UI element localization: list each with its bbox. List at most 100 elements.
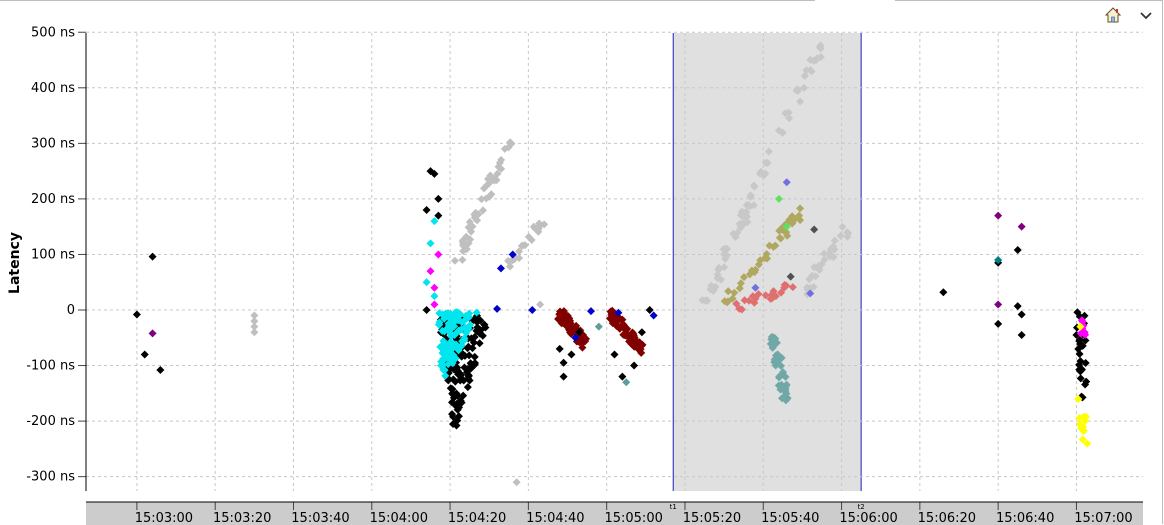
data-point [449,375,458,384]
data-point [645,306,654,314]
data-point [830,236,839,245]
data-point [634,345,643,354]
data-point [461,312,470,321]
data-point [838,222,847,231]
data-point [478,331,487,340]
data-point [1017,330,1026,339]
data-point [1074,395,1083,404]
data-point [453,405,462,414]
data-point [796,216,805,225]
data-point [507,139,516,148]
data-point [1081,358,1090,367]
data-point [578,343,587,352]
data-point [614,308,623,317]
y-tick-label: -300 ns [26,470,75,485]
data-point [500,144,509,153]
data-point [749,201,758,210]
data-point [567,350,576,359]
x-tick-label: 15:03:00 [135,511,193,525]
data-point [751,265,760,274]
x-tick-label: 15:03:20 [213,511,271,525]
data-point [460,363,469,372]
data-point [756,256,765,265]
data-point [1075,336,1084,345]
data-point [792,86,801,95]
data-point [1017,310,1026,319]
data-point [444,339,453,348]
data-point [483,174,492,183]
data-point [796,97,805,106]
data-point [761,169,770,178]
data-point [736,211,745,220]
data-point [814,264,823,273]
y-axis-label: Latency [7,232,23,294]
view-menu-button[interactable] [1138,8,1154,22]
time-selection[interactable]: t1 t2 [670,33,865,511]
y-tick-label: 100 ns [31,247,75,262]
data-point [820,249,829,258]
x-tick-label: 15:04:20 [448,511,506,525]
data-point [555,344,564,353]
data-point [775,233,784,242]
data-point [720,297,729,306]
data-point [1083,439,1092,448]
data-point [450,256,459,265]
data-point [465,218,474,227]
time-axis-band[interactable] [86,502,1143,525]
selection-handle-label: t1 [670,503,677,511]
data-point [1013,302,1022,311]
data-point [782,380,791,389]
data-point [994,256,1003,265]
data-point [504,256,513,265]
data-point [467,334,476,343]
data-point [735,284,744,293]
grid-lines [86,31,1143,491]
data-point [637,328,646,337]
data-point [512,478,521,487]
data-point [459,391,468,400]
data-point [473,318,482,327]
data-point [435,318,444,327]
data-point [768,293,777,302]
x-tick-label: 15:07:00 [1074,511,1132,525]
data-point [809,283,818,292]
data-point [785,114,794,123]
data-point [426,239,435,248]
data-point [733,228,742,237]
data-point [250,317,259,326]
x-tick-label: 15:06:00 [839,511,897,525]
data-point [770,358,779,367]
data-point [448,359,457,368]
data-point [1082,377,1091,386]
data-point [466,222,475,231]
y-tick-label: 200 ns [31,192,75,207]
data-point [724,287,733,296]
data-point [746,191,755,200]
data-point [132,310,141,319]
data-point [1017,222,1026,231]
data-point [438,343,447,352]
data-point [778,128,787,137]
data-point [782,222,791,231]
data-point [422,278,431,287]
data-point [778,370,787,379]
data-point [1078,423,1087,432]
data-point [806,289,815,298]
data-point [452,340,461,349]
data-points [132,41,1092,487]
data-point [1076,329,1085,338]
data-point [490,176,499,185]
data-point [496,264,505,273]
data-point [441,371,450,380]
data-point [820,255,829,264]
y-tick-label: 500 ns [31,25,75,40]
data-point [480,184,489,193]
data-point [1078,341,1087,350]
home-button[interactable] [1104,6,1122,24]
data-point [939,288,948,297]
data-point [800,71,809,80]
data-point [780,283,789,292]
data-point [434,211,443,220]
